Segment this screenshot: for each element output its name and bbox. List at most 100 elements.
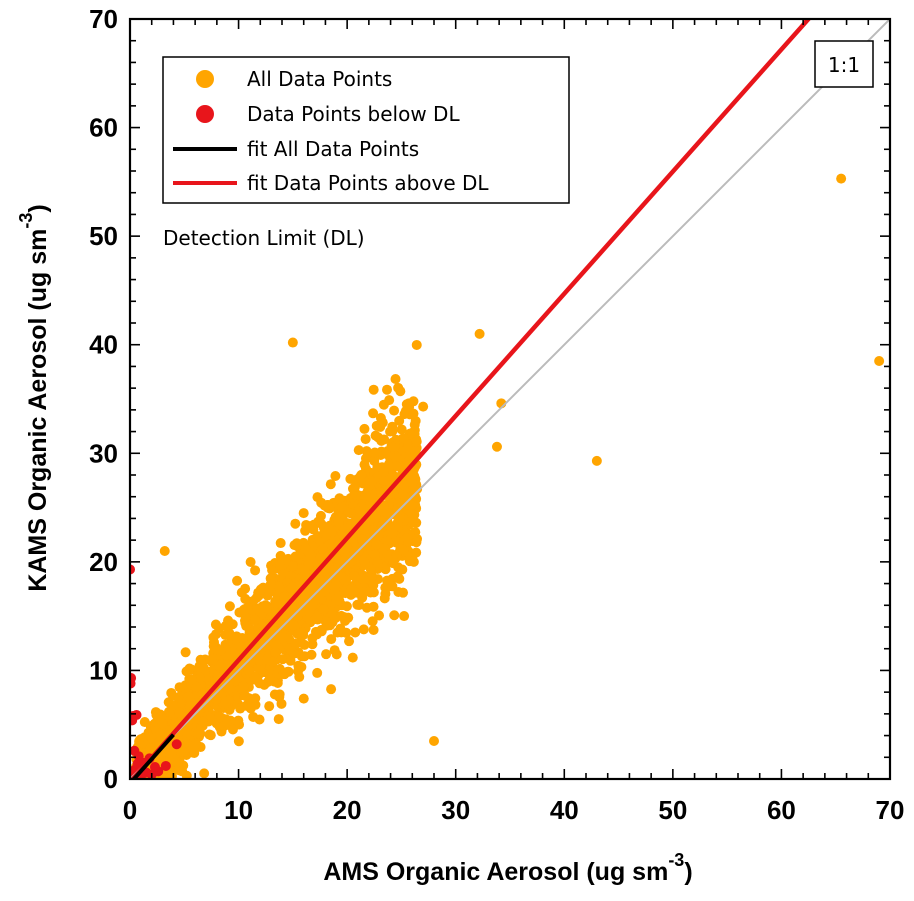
data-point	[378, 399, 389, 410]
data-point	[326, 634, 337, 645]
data-point	[387, 581, 398, 592]
data-point	[307, 639, 318, 650]
data-point-outlier	[591, 455, 602, 466]
data-point	[321, 649, 332, 660]
data-point	[382, 384, 393, 395]
data-point	[290, 638, 301, 649]
data-point	[304, 548, 315, 559]
data-point	[332, 563, 343, 574]
data-point	[168, 700, 179, 711]
data-point	[336, 610, 347, 621]
data-point	[288, 620, 299, 631]
data-point	[276, 698, 287, 709]
data-point	[360, 434, 371, 445]
data-point	[361, 446, 372, 457]
data-point	[341, 575, 352, 586]
data-point	[359, 459, 370, 470]
data-point	[174, 765, 185, 776]
data-point	[250, 672, 261, 683]
data-point	[367, 571, 378, 582]
data-point	[391, 453, 402, 464]
data-point	[205, 730, 216, 741]
x-tick-label: 70	[876, 795, 905, 825]
data-point	[296, 593, 307, 604]
data-point	[290, 518, 301, 529]
y-tick-label: 50	[89, 221, 118, 251]
fit-above-dl-line	[130, 19, 812, 779]
data-point	[191, 681, 202, 692]
data-point	[318, 604, 329, 615]
data-point	[406, 500, 417, 511]
data-point	[270, 647, 281, 658]
data-point	[283, 666, 294, 677]
data-point	[172, 757, 183, 768]
data-point	[380, 588, 391, 599]
below-dl-point	[130, 564, 135, 575]
data-point	[404, 556, 415, 567]
data-point	[350, 627, 361, 638]
data-point	[380, 448, 391, 459]
x-tick-label: 30	[441, 795, 470, 825]
data-point	[378, 466, 389, 477]
data-point	[223, 615, 234, 626]
y-axis-title-sup: -3	[16, 213, 36, 229]
data-point	[275, 560, 286, 571]
below-dl-point	[160, 760, 171, 771]
x-axis-title: AMS Organic Aerosol (ug sm-3)	[323, 850, 692, 886]
x-tick-label: 40	[550, 795, 579, 825]
detection-limit-annotation: Detection Limit (DL)	[163, 226, 365, 250]
data-point	[213, 687, 224, 698]
data-point	[292, 611, 303, 622]
data-point	[326, 684, 337, 695]
data-point	[372, 557, 383, 568]
data-point	[195, 654, 206, 665]
data-point	[300, 525, 311, 536]
data-point	[278, 632, 289, 643]
fit-all-line	[131, 733, 175, 779]
data-point	[232, 633, 243, 644]
legend-label-all: All Data Points	[247, 67, 392, 91]
data-point	[254, 655, 265, 666]
data-point	[411, 339, 422, 350]
data-point	[325, 479, 336, 490]
data-point	[374, 610, 385, 621]
data-point	[220, 630, 231, 641]
data-point	[315, 553, 326, 564]
data-point	[312, 667, 323, 678]
data-point	[370, 511, 381, 522]
data-point	[208, 637, 219, 648]
data-point	[279, 591, 290, 602]
x-axis-title-end: )	[684, 858, 692, 886]
x-axis-title-main: AMS Organic Aerosol (ug sm	[323, 858, 668, 886]
data-point	[255, 584, 266, 595]
data-point	[248, 711, 259, 722]
all-points-series	[130, 173, 885, 779]
data-point	[273, 714, 284, 725]
data-point	[333, 517, 344, 528]
x-axis-title-sup: -3	[668, 850, 684, 870]
data-point	[174, 682, 185, 693]
data-point	[411, 436, 422, 447]
data-point	[299, 639, 310, 650]
data-point	[367, 616, 378, 627]
data-point	[390, 374, 401, 385]
data-point	[338, 524, 349, 535]
data-point	[371, 539, 382, 550]
data-point	[321, 530, 332, 541]
data-point	[220, 698, 231, 709]
data-point	[180, 647, 191, 658]
data-point-outlier	[287, 337, 298, 348]
data-point	[238, 681, 249, 692]
data-point	[285, 655, 296, 666]
data-point	[341, 601, 352, 612]
legend-label-fit-above-dl: fit Data Points above DL	[247, 171, 489, 195]
below-dl-point	[130, 678, 136, 689]
data-point	[332, 627, 343, 638]
data-point	[224, 601, 235, 612]
data-point	[290, 551, 301, 562]
data-point	[299, 651, 310, 662]
x-tick-label: 20	[333, 795, 362, 825]
data-point-outlier	[159, 546, 170, 556]
data-point	[401, 399, 412, 410]
data-point	[349, 481, 360, 492]
